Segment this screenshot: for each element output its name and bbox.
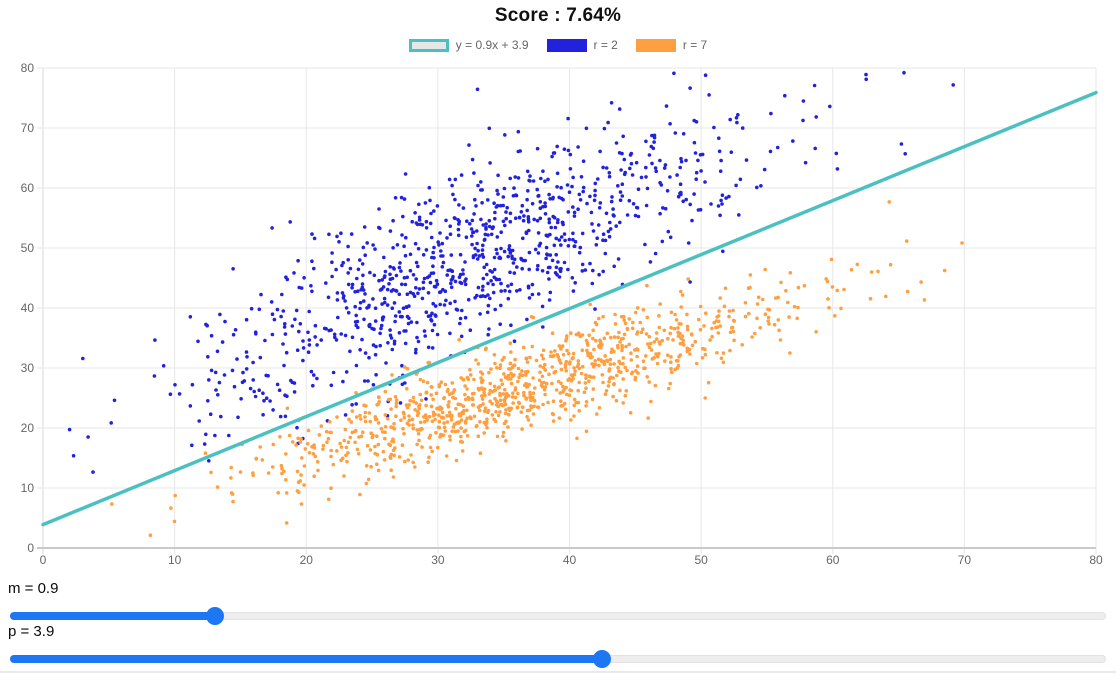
p-slider[interactable]: [10, 650, 1106, 668]
p-slider-thumb[interactable]: [592, 650, 611, 668]
y-tick-label: 30: [21, 361, 35, 375]
m-slider-fill: [10, 612, 215, 620]
fit-line: [41, 90, 1098, 527]
series-points-1: [67, 70, 955, 474]
chart-legend: y = 0.9x + 3.9 r = 2 r = 7: [0, 38, 1116, 52]
legend-item-3[interactable]: r = 7: [635, 38, 708, 52]
m-value-label: m = 0.9: [8, 580, 59, 597]
x-tick-label: 40: [563, 553, 577, 567]
y-tick-label: 10: [21, 481, 35, 495]
y-tick-label: 40: [21, 301, 35, 315]
scatter-plot: 0 10 20 30 40 50 60 70 80 0 10 20 30 40 50 60 70 80: [21, 61, 1103, 567]
legend-label: y = 0.9x + 3.9: [455, 38, 529, 52]
x-tick-label: 60: [826, 553, 840, 567]
x-tick-label: 80: [1089, 553, 1103, 567]
x-tick-label: 50: [694, 553, 708, 567]
x-tick-label: 10: [168, 553, 182, 567]
axis-tick-labels: 0 10 20 30 40 50 60 70 80 0 10 20 30 40 50 60 70 80: [21, 61, 1103, 567]
series-points-2: [110, 200, 964, 537]
bottom-divider: [0, 671, 1116, 673]
legend-swatch: [408, 38, 449, 52]
legend-swatch: [546, 38, 587, 52]
p-slider-fill: [10, 655, 602, 663]
legend-item-2[interactable]: r = 2: [546, 38, 618, 52]
chart-title: Score : 7.64%: [494, 5, 622, 26]
y-tick-label: 60: [21, 181, 35, 195]
y-tick-label: 50: [21, 241, 35, 255]
p-value-label: p = 3.9: [8, 623, 55, 640]
m-slider-thumb[interactable]: [205, 607, 224, 625]
y-tick-label: 80: [21, 61, 35, 75]
x-tick-label: 30: [431, 553, 445, 567]
legend-item-1[interactable]: y = 0.9x + 3.9: [408, 38, 529, 52]
x-tick-label: 0: [40, 553, 47, 567]
x-tick-label: 20: [300, 553, 314, 567]
legend-label: r = 2: [593, 38, 618, 52]
x-tick-label: 70: [958, 553, 972, 567]
y-tick-label: 0: [27, 541, 34, 555]
legend-label: r = 7: [682, 38, 708, 52]
m-slider-track[interactable]: [10, 612, 1106, 620]
legend-swatch: [635, 38, 676, 52]
y-tick-label: 70: [21, 121, 35, 135]
y-tick-label: 20: [21, 421, 35, 435]
m-slider[interactable]: [10, 607, 1106, 625]
